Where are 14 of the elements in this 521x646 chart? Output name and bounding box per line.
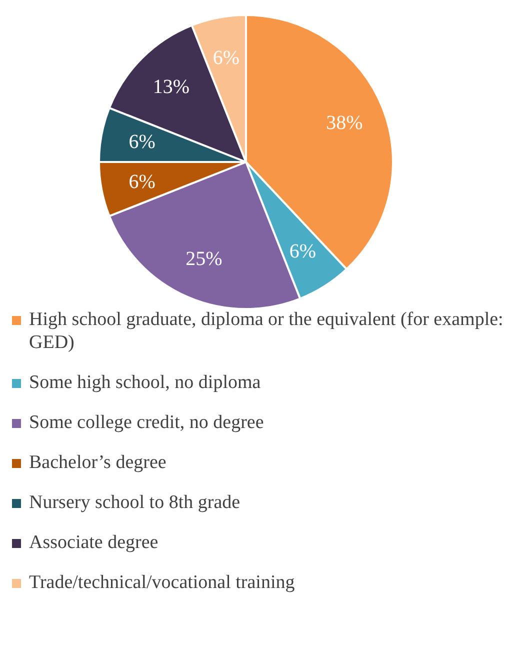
legend-label: Associate degree (29, 531, 158, 554)
legend-label: Trade/technical/vocational training (29, 571, 295, 594)
data-label: 6% (128, 131, 156, 154)
data-label: 13% (152, 76, 190, 98)
data-label: 6% (128, 170, 156, 193)
legend-label: Some college credit, no degree (29, 411, 264, 434)
data-label: 38% (326, 112, 363, 134)
legend-label: High school graduate, diploma or the equivalent (for example: GED) (29, 308, 504, 354)
legend-label: Some high school, no diploma (29, 371, 261, 394)
data-label: 25% (186, 248, 222, 270)
legend-label: Nursery school to 8th grade (29, 491, 240, 514)
data-label: 6% (289, 240, 316, 262)
data-label: 6% (212, 47, 240, 70)
legend-label: Bachelor’s degree (29, 451, 166, 474)
